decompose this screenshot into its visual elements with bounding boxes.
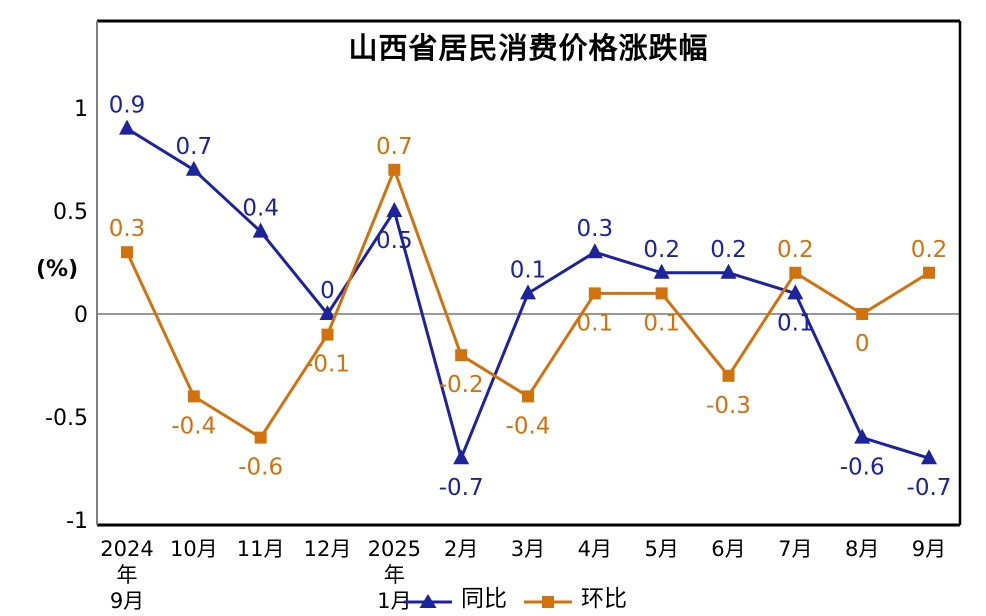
mom-data-label: 0 xyxy=(855,331,870,357)
mom-marker xyxy=(254,431,267,444)
y-tick-label: 0 xyxy=(74,303,88,328)
yoy-data-label: 0.1 xyxy=(777,310,814,336)
yoy-marker xyxy=(119,119,135,135)
yoy-data-label: 0.1 xyxy=(510,257,547,283)
y-tick-label: -1 xyxy=(66,509,88,534)
mom-marker xyxy=(856,308,869,320)
mom-data-label: -0.3 xyxy=(706,393,751,419)
mom-marker xyxy=(187,390,200,403)
yoy-data-label: 0.9 xyxy=(109,93,146,119)
mom-marker xyxy=(455,349,468,362)
x-tick-label: 11月 xyxy=(237,537,285,561)
yoy-marker xyxy=(185,160,202,176)
x-tick-label: 12月 xyxy=(304,537,352,561)
x-tick-label: 9月 xyxy=(912,537,946,561)
yoy-marker xyxy=(720,263,737,279)
y-tick-label: -0.5 xyxy=(45,406,88,431)
mom-data-label: 0.3 xyxy=(109,216,146,242)
legend-label-mom: 环比 xyxy=(581,586,627,612)
x-tick-label: 2月 xyxy=(444,537,478,561)
y-tick-label: 1 xyxy=(74,97,88,122)
yoy-marker xyxy=(586,243,603,259)
x-tick-label: 年 xyxy=(117,563,138,587)
x-tick-label: 8月 xyxy=(845,537,879,561)
mom-data-label: -0.4 xyxy=(171,413,216,439)
yoy-marker xyxy=(854,428,871,444)
yoy-marker xyxy=(920,449,937,465)
y-axis-unit-label: (%) xyxy=(36,257,79,282)
mom-marker xyxy=(521,390,534,403)
y-tick-label: 0.5 xyxy=(53,200,88,225)
mom-data-label: 0.7 xyxy=(376,134,413,160)
mom-marker xyxy=(121,246,133,259)
yoy-data-label: -0.7 xyxy=(907,475,952,501)
yoy-data-label: 0.3 xyxy=(577,216,614,242)
x-tick-label: 6月 xyxy=(711,537,745,561)
legend: 同比 环比 xyxy=(22,586,986,612)
mom-marker xyxy=(321,328,334,341)
mom-data-label: 0.1 xyxy=(643,310,680,336)
yoy-marker xyxy=(519,284,536,300)
x-tick-label: 4月 xyxy=(578,537,612,561)
yoy-data-label: 0.2 xyxy=(643,237,680,263)
yoy-line-triangle-icon xyxy=(403,590,453,608)
legend-label-yoy: 同比 xyxy=(461,586,507,612)
yoy-marker xyxy=(252,222,269,238)
x-tick-label: 7月 xyxy=(778,537,812,561)
yoy-data-label: 0.7 xyxy=(176,134,213,160)
mom-marker xyxy=(789,266,802,279)
x-tick-label: 2024 xyxy=(100,537,153,561)
mom-data-label: 0.1 xyxy=(577,310,614,336)
mom-marker xyxy=(922,266,935,279)
yoy-data-label: 0.5 xyxy=(376,228,413,254)
yoy-data-label: 0.4 xyxy=(242,196,279,222)
yoy-data-label: -0.6 xyxy=(840,455,885,481)
yoy-marker xyxy=(319,305,336,320)
x-tick-label: 5月 xyxy=(644,537,678,561)
mom-marker xyxy=(588,287,601,300)
yoy-marker xyxy=(653,263,670,279)
yoy-marker xyxy=(386,202,403,217)
mom-data-label: 0.2 xyxy=(911,237,948,263)
yoy-data-label: 0.2 xyxy=(710,237,747,263)
yoy-data-label: -0.7 xyxy=(439,475,484,501)
x-tick-label: 10月 xyxy=(170,537,218,561)
mom-data-label: -0.4 xyxy=(506,413,551,439)
mom-data-label: -0.2 xyxy=(439,372,484,398)
yoy-data-label: 0 xyxy=(320,278,335,304)
mom-marker xyxy=(722,369,735,382)
x-tick-label: 2025 xyxy=(368,537,421,561)
mom-data-label: -0.6 xyxy=(238,455,283,481)
mom-data-label: 0.2 xyxy=(777,237,814,263)
mom-line-square-icon xyxy=(523,590,573,608)
mom-marker xyxy=(655,287,668,300)
mom-marker xyxy=(388,163,401,176)
legend-item-yoy: 同比 xyxy=(403,586,507,612)
mom-data-label: -0.1 xyxy=(305,352,350,378)
yoy-marker xyxy=(453,449,470,465)
legend-item-mom: 环比 xyxy=(523,586,627,612)
x-tick-label: 3月 xyxy=(511,537,545,561)
x-tick-label: 年 xyxy=(384,563,405,587)
chart-title: 山西省居民消费价格涨跌幅 xyxy=(348,31,709,65)
yoy-marker xyxy=(787,284,804,300)
x-tick-label: 9月 xyxy=(110,589,144,613)
